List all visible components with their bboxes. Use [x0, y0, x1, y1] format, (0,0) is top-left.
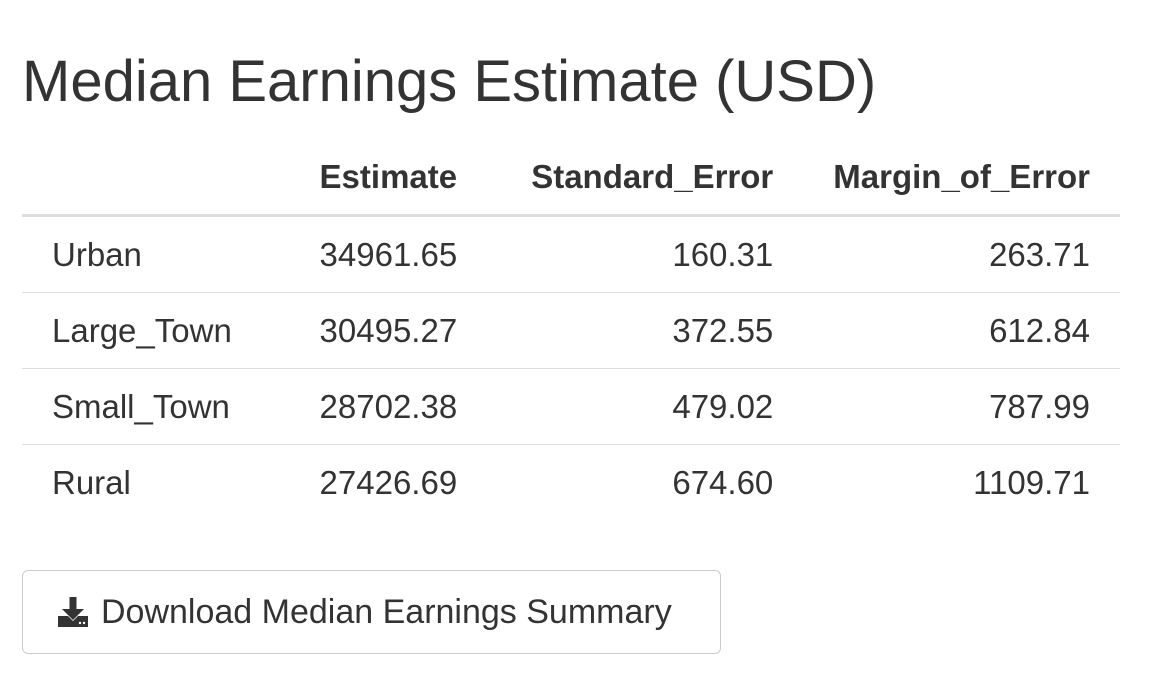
- table-row: Large_Town 30495.27 372.55 612.84: [22, 292, 1120, 369]
- column-header-margin-of-error: Margin_of_Error: [803, 140, 1120, 217]
- table-row: Rural 27426.69 674.60 1109.71: [22, 444, 1120, 520]
- download-button-label: Download Median Earnings Summary: [101, 592, 672, 631]
- margin-of-error-cell: 1109.71: [803, 444, 1120, 520]
- standard-error-cell: 674.60: [492, 444, 804, 520]
- column-header-estimate: Estimate: [289, 140, 493, 217]
- table-header: Estimate Standard_Error Margin_of_Error: [22, 140, 1120, 217]
- row-label: Small_Town: [22, 368, 290, 445]
- column-header-standard-error: Standard_Error: [492, 140, 804, 217]
- table-body: Urban 34961.65 160.31 263.71 Large_Town …: [22, 216, 1120, 520]
- column-header-label: [22, 140, 290, 217]
- estimate-cell: 27426.69: [289, 444, 493, 520]
- summary-table: Estimate Standard_Error Margin_of_Error …: [22, 140, 1120, 520]
- page-title: Median Earnings Estimate (USD): [22, 49, 877, 114]
- estimate-cell: 30495.27: [289, 292, 493, 369]
- download-icon: [55, 594, 91, 630]
- table-header-row: Estimate Standard_Error Margin_of_Error: [22, 140, 1120, 217]
- table-row: Urban 34961.65 160.31 263.71: [22, 216, 1120, 293]
- margin-of-error-cell: 787.99: [803, 368, 1120, 445]
- margin-of-error-cell: 263.71: [989, 235, 1090, 273]
- row-label: Large_Town: [22, 292, 290, 369]
- table-row: Small_Town 28702.38 479.02 787.99: [22, 368, 1120, 445]
- standard-error-cell: 160.31: [672, 235, 774, 273]
- estimate-cell: 34961.65: [319, 235, 458, 273]
- estimate-cell: 28702.38: [289, 368, 493, 445]
- row-label: Urban: [52, 235, 142, 273]
- standard-error-cell: 479.02: [492, 368, 804, 445]
- standard-error-cell: 372.55: [492, 292, 804, 369]
- download-summary-button[interactable]: Download Median Earnings Summary: [22, 570, 721, 654]
- row-label: Rural: [22, 444, 290, 520]
- margin-of-error-cell: 612.84: [803, 292, 1120, 369]
